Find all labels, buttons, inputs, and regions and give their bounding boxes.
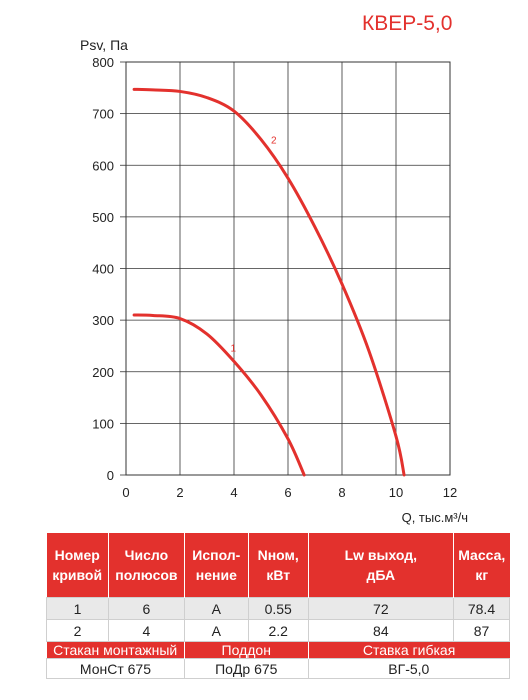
table-header-row: Номер кривой Число полюсов Испол-нение Nно… — [46, 533, 510, 598]
cell-sound: 84 — [307, 619, 454, 642]
header-power: Nном, кВт — [248, 533, 309, 598]
chart-axes — [120, 61, 451, 476]
y-tick-label: 400 — [92, 262, 114, 277]
series-1-line — [132, 313, 306, 477]
accessory-value-mount: МонСт 675 — [46, 658, 185, 679]
accessory-label-tray: Поддон — [184, 641, 309, 659]
x-tick-label: 6 — [284, 485, 291, 500]
accessory-value-flex: ВГ-5,0 — [307, 658, 511, 679]
y-tick-label: 700 — [92, 107, 114, 122]
cell-execution: A — [183, 619, 249, 642]
y-tick-label: 600 — [92, 158, 114, 173]
x-tick-label: 2 — [176, 485, 183, 500]
x-tick-label: 0 — [122, 485, 129, 500]
header-sound-level: Lw выход, дБА — [308, 533, 454, 598]
y-axis-label: Psv, Па — [80, 37, 128, 53]
cell-curve: 2 — [46, 619, 109, 642]
cell-power: 2.2 — [247, 619, 309, 642]
y-tick-label: 300 — [92, 313, 114, 328]
accessory-label-mount: Стакан монтажный — [46, 641, 185, 659]
x-tick-label: 8 — [338, 485, 345, 500]
chart-title: КВЕР-5,0 — [362, 12, 453, 35]
chart-series — [132, 87, 406, 477]
table-row: 1 6 A 0.55 72 78.4 — [46, 597, 511, 620]
cell-poles: 4 — [107, 619, 185, 642]
header-poles: Число полюсов — [108, 533, 185, 598]
x-tick-label: 12 — [443, 485, 457, 500]
cell-poles: 6 — [107, 597, 185, 620]
series-2-label: 2 — [271, 135, 277, 146]
x-tick-label: 10 — [389, 485, 403, 500]
x-axis-label: Q, тыс.м³/ч — [402, 510, 468, 525]
header-mass: Масса, кг — [453, 533, 510, 598]
cell-curve: 1 — [46, 597, 109, 620]
y-tick-label: 0 — [107, 468, 114, 483]
x-tick-label: 4 — [230, 485, 237, 500]
y-tick-label: 800 — [92, 55, 114, 70]
series-2-line — [132, 87, 406, 477]
chart-grid — [125, 61, 451, 476]
plot-frame — [125, 61, 451, 476]
cell-execution: A — [183, 597, 249, 620]
accessory-label-flex: Ставка гибкая — [308, 641, 510, 659]
series-1-label: 1 — [231, 344, 237, 355]
fan-spec-table: Номер кривой Число полюсов Испол-нение Nно… — [46, 533, 511, 679]
accessories-value-row: МонСт 675 ПоДр 675 ВГ-5,0 — [46, 658, 511, 679]
cell-mass: 87 — [452, 619, 511, 642]
accessories-label-row: Стакан монтажный Поддон Ставка гибкая — [46, 641, 510, 659]
y-tick-label: 500 — [92, 210, 114, 225]
cell-power: 0.55 — [247, 597, 309, 620]
table-row: 2 4 A 2.2 84 87 — [46, 619, 511, 642]
y-tick-label: 200 — [92, 365, 114, 380]
cell-mass: 78.4 — [452, 597, 511, 620]
header-curve-number: Номер кривой — [46, 533, 109, 598]
y-tick-label: 100 — [92, 416, 114, 431]
accessory-value-tray: ПоДр 675 — [183, 658, 309, 679]
header-execution: Испол-нение — [184, 533, 249, 598]
cell-sound: 72 — [307, 597, 454, 620]
